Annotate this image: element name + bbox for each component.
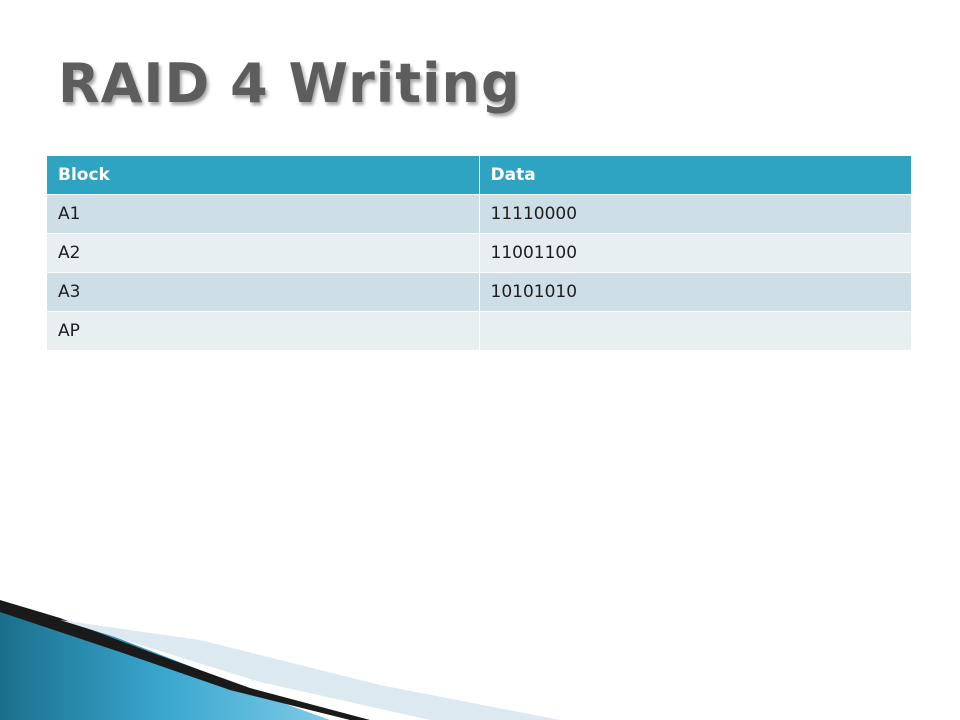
table-row: A1 11110000 xyxy=(46,194,912,234)
table-row: AP xyxy=(46,311,912,351)
header-cell: Data xyxy=(478,155,912,195)
cell: 10101010 xyxy=(478,272,912,312)
cell: AP xyxy=(46,311,480,351)
cell: A1 xyxy=(46,194,480,234)
data-table: Block Data A1 11110000 A2 11001100 A3 10… xyxy=(46,155,912,351)
header-row: Block Data xyxy=(46,155,912,195)
cell xyxy=(478,311,912,351)
cell: A2 xyxy=(46,233,480,273)
corner-decoration xyxy=(0,600,560,720)
slide-title: RAID 4 Writing xyxy=(58,52,521,115)
cell: 11110000 xyxy=(478,194,912,234)
cell: 11001100 xyxy=(478,233,912,273)
table-row: A3 10101010 xyxy=(46,272,912,312)
cell: A3 xyxy=(46,272,480,312)
header-cell: Block xyxy=(46,155,480,195)
table-row: A2 11001100 xyxy=(46,233,912,273)
